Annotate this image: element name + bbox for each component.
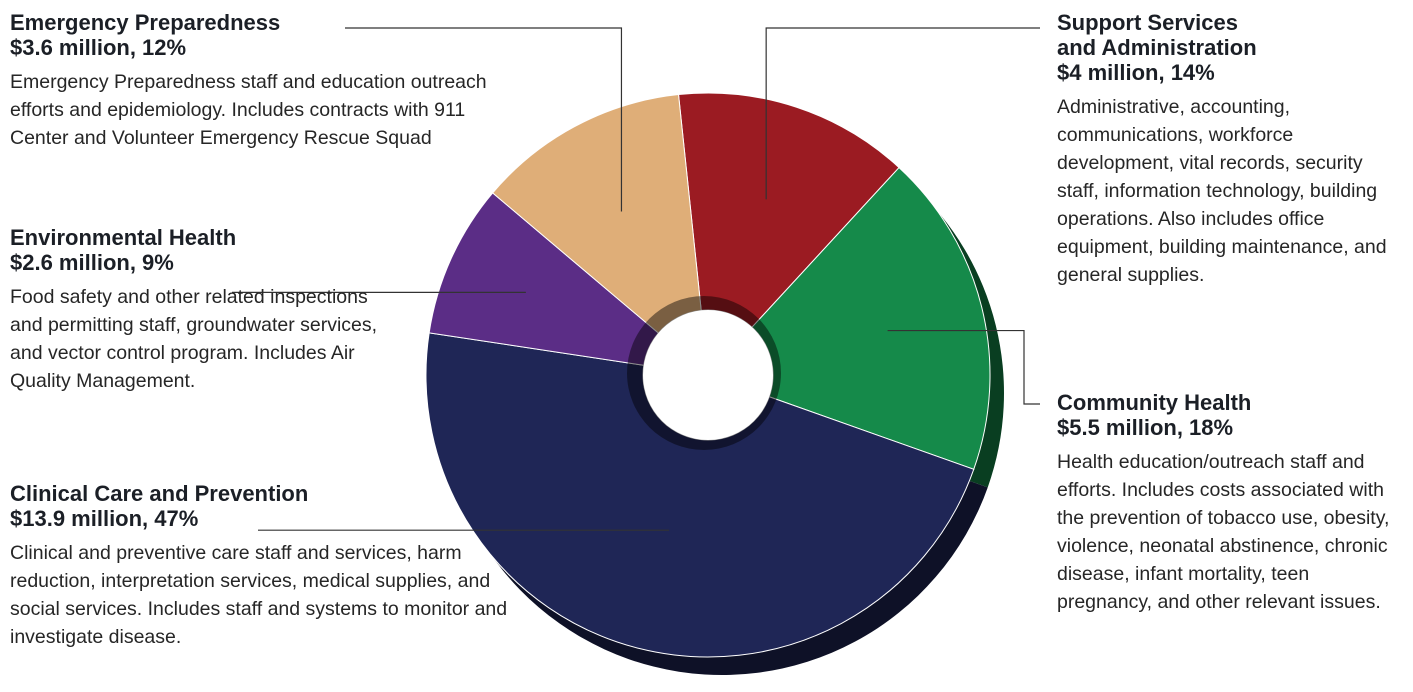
- label-community-health: Community Health $5.5 million, 18% Healt…: [1057, 390, 1407, 616]
- slice-amount-emergency-preparedness: $3.6 million, 12%: [10, 35, 187, 60]
- slice-description-community-health: Health education/outreach staff and effo…: [1057, 451, 1390, 613]
- leader-line-ss: [765, 27, 1040, 200]
- slice-amount-environmental-health: $2.6 million, 9%: [10, 250, 174, 275]
- slice-ep: [491, 93, 702, 334]
- slice-amount-clinical-care: $13.9 million, 47%: [10, 506, 199, 531]
- slice-ch: [751, 166, 991, 470]
- slice-amount-support-services: $4 million, 14%: [1057, 60, 1215, 85]
- slice-description-environmental-health: Food safety and other related inspection…: [10, 286, 378, 392]
- leader-line-ep: [345, 27, 623, 212]
- slice-description-support-services: Administrative, accounting, communicatio…: [1057, 96, 1387, 286]
- leader-line-ch: [887, 329, 1040, 405]
- donut-hole: [643, 310, 773, 440]
- slice-title-community-health: Community Health: [1057, 390, 1252, 415]
- slice-description-clinical-care: Clinical and preventive care staff and s…: [10, 542, 508, 648]
- slice-title-clinical-care: Clinical Care and Prevention: [10, 481, 309, 506]
- label-clinical-care: Clinical Care and Prevention $13.9 milli…: [10, 481, 530, 651]
- label-support-services: Support Services and Administration $4 m…: [1057, 10, 1407, 289]
- slice-title-support-services: Support Services and Administration: [1057, 10, 1257, 60]
- slice-amount-community-health: $5.5 million, 18%: [1057, 415, 1234, 440]
- slice-description-emergency-preparedness: Emergency Preparedness staff and educati…: [10, 71, 487, 149]
- slice-title-emergency-preparedness: Emergency Preparedness: [10, 10, 281, 35]
- slice-env: [428, 192, 660, 366]
- slice-title-environmental-health: Environmental Health: [10, 225, 237, 250]
- label-emergency-preparedness: Emergency Preparedness $3.6 million, 12%…: [10, 10, 510, 152]
- label-environmental-health: Environmental Health $2.6 million, 9% Fo…: [10, 225, 390, 395]
